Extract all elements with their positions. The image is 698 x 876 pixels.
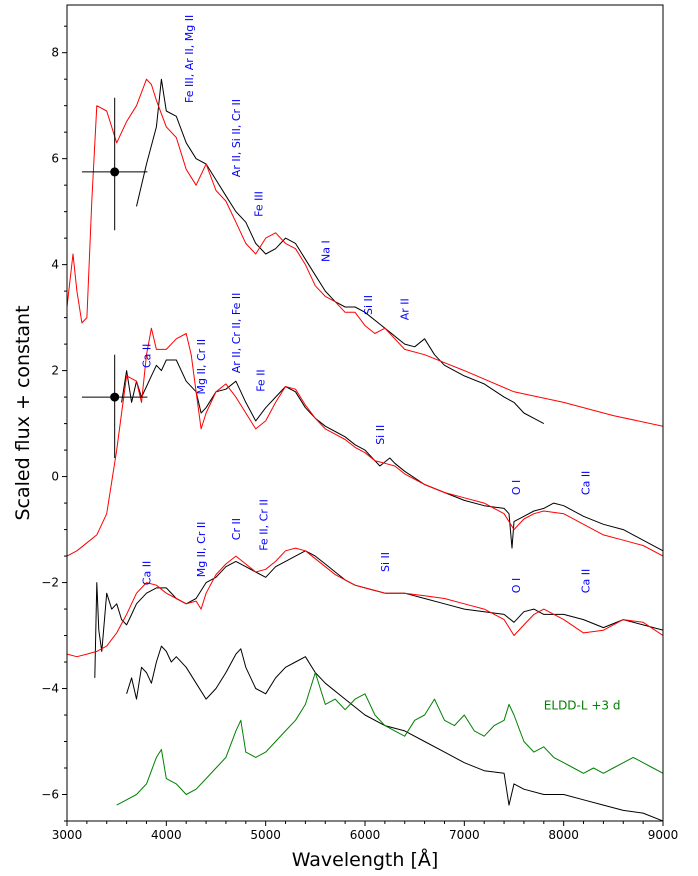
spectrum-line <box>127 646 663 821</box>
x-axis-label: Wavelength [Å] <box>292 848 439 871</box>
y-tick-label: 2 <box>51 364 59 378</box>
photometry-point <box>82 355 148 458</box>
line-id-label: Fe III <box>253 191 266 217</box>
y-tick-label: 4 <box>51 258 59 272</box>
photometry-marker <box>110 167 119 176</box>
y-tick-label: 6 <box>51 152 59 166</box>
line-id-label: Ar II, Si II, Cr II <box>230 99 243 177</box>
eldd-label: ELDD-L +3 d <box>544 699 621 713</box>
line-id-label: Fe III, Ar II, Mg II <box>183 15 196 103</box>
y-tick-label: −4 <box>41 682 59 696</box>
line-id-label: Na I <box>319 240 332 262</box>
y-tick-label: −6 <box>41 788 59 802</box>
x-tick-label: 3000 <box>52 828 83 842</box>
line-id-label: Ar II <box>399 298 412 320</box>
y-tick-label: −2 <box>41 576 59 590</box>
spectrum-line <box>117 673 663 806</box>
spectrum-line <box>67 328 663 556</box>
line-id-label: Fe II, Cr II <box>258 499 271 551</box>
line-id-label: Cr II <box>230 518 243 540</box>
y-axis-label: Scaled flux + constant <box>12 305 34 520</box>
line-id-label: Ar II, Cr II, Fe II <box>230 293 243 374</box>
line-id-label: Si II <box>374 425 387 445</box>
line-id-label: Fe II <box>255 369 268 391</box>
x-tick-label: 8000 <box>548 828 579 842</box>
spectrum-line <box>67 79 663 426</box>
spectrum-line <box>67 548 663 657</box>
line-id-label: Mg II, Cr II <box>195 339 208 395</box>
x-tick-label: 9000 <box>648 828 679 842</box>
line-id-label: Si II <box>379 552 392 572</box>
y-tick-label: 0 <box>51 470 59 484</box>
line-id-label: O I <box>510 578 523 593</box>
line-id-label: Ca II <box>141 561 154 585</box>
x-tick-label: 6000 <box>350 828 381 842</box>
x-tick-label: 5000 <box>250 828 281 842</box>
photometry-layer <box>82 98 148 458</box>
line-id-label: Ca II <box>141 344 154 368</box>
annotation-layer: Fe III, Ar II, Mg II Ar II, Si II, Cr II F… <box>141 15 621 713</box>
x-tick-label: 7000 <box>449 828 480 842</box>
y-tick-label: 8 <box>51 46 59 60</box>
tick-layer: 3000 4000 5000 6000 7000 8000 9000 −6 −4 −2 0 2 4 6 8 <box>41 26 678 842</box>
line-id-label: Ca II <box>580 471 593 495</box>
line-id-label: O I <box>510 480 523 495</box>
line-id-label: Ca II <box>580 569 593 593</box>
line-id-label: Mg II, Cr II <box>195 522 208 578</box>
x-tick-label: 4000 <box>151 828 182 842</box>
photometry-marker <box>110 393 119 402</box>
line-id-label: Si II <box>362 295 375 315</box>
